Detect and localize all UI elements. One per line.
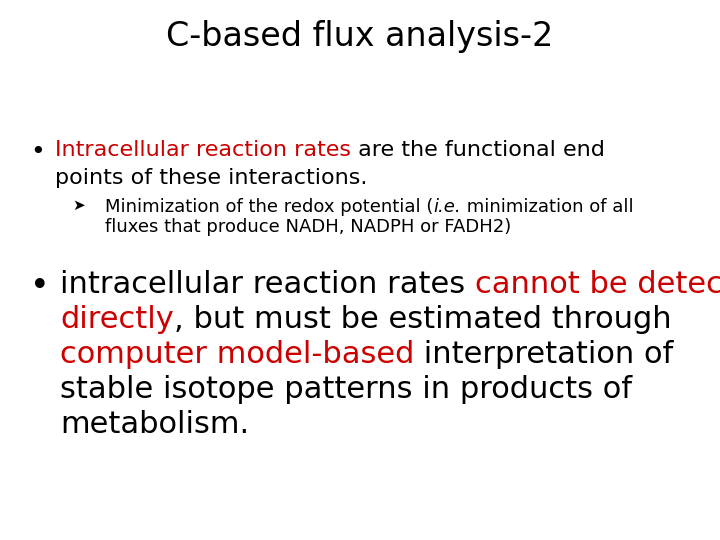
Text: C-based flux analysis-2: C-based flux analysis-2 <box>166 20 554 53</box>
Text: fluxes that produce NADH, NADPH or FADH2): fluxes that produce NADH, NADPH or FADH2… <box>105 218 511 236</box>
Text: i.e.: i.e. <box>433 198 461 216</box>
Text: cannot be detected: cannot be detected <box>475 270 720 299</box>
Text: Minimization of the redox potential (: Minimization of the redox potential ( <box>105 198 433 216</box>
Text: •: • <box>30 270 50 303</box>
Text: stable isotope patterns in products of: stable isotope patterns in products of <box>60 375 632 404</box>
Text: Intracellular reaction rates: Intracellular reaction rates <box>55 140 351 160</box>
Text: interpretation of: interpretation of <box>415 340 674 369</box>
Text: ➤: ➤ <box>72 198 85 213</box>
Text: , but must be estimated through: , but must be estimated through <box>174 305 671 334</box>
Text: points of these interactions.: points of these interactions. <box>55 168 367 188</box>
Text: •: • <box>30 140 45 164</box>
Text: metabolism.: metabolism. <box>60 410 249 439</box>
Text: minimization of all: minimization of all <box>461 198 634 216</box>
Text: computer model-based: computer model-based <box>60 340 415 369</box>
Text: are the functional end: are the functional end <box>351 140 605 160</box>
Text: intracellular reaction rates: intracellular reaction rates <box>60 270 475 299</box>
Text: directly: directly <box>60 305 174 334</box>
